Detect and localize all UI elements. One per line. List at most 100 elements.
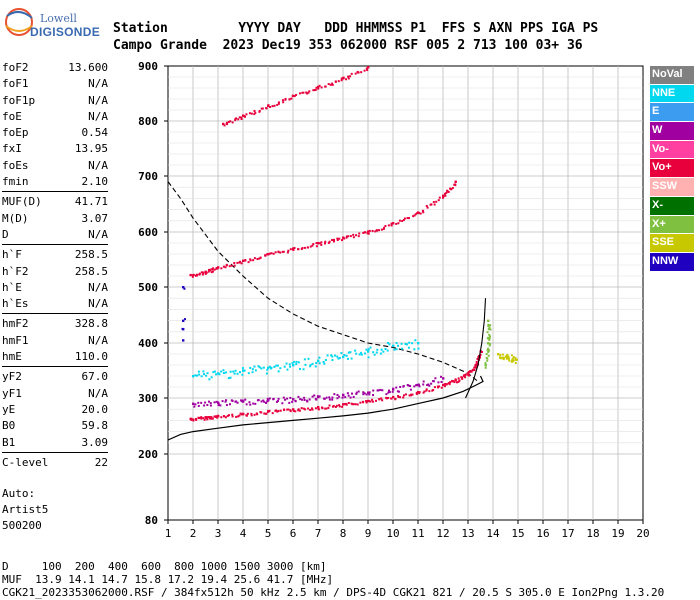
data-point-nne [217, 372, 220, 375]
param-row-fmin: fmin 2.10 [2, 174, 108, 190]
trace-point-vo [315, 245, 318, 248]
trace-point-nne [254, 369, 257, 372]
trace-point-vo [237, 118, 240, 121]
data-point-vo [292, 94, 295, 98]
trace-point-sse [510, 360, 513, 363]
param-separator [2, 191, 108, 193]
trace-point-nne [206, 372, 209, 375]
trace-point-vo [338, 404, 341, 407]
trace-point-w [391, 390, 394, 393]
param-row-foes: foEs N/A [2, 158, 108, 174]
trace-point-w [333, 393, 336, 396]
trace-point-vo [461, 376, 464, 379]
data-point-nne [367, 350, 370, 353]
trace-point-vo [314, 88, 317, 91]
trace-point-nne [400, 342, 403, 345]
trace-point-nne [297, 361, 300, 364]
trace-point-w [203, 404, 206, 407]
param-value: 22 [94, 455, 108, 469]
trace-point-nne [367, 356, 370, 359]
trace-point-vo [455, 381, 458, 384]
trace-point-w [229, 403, 232, 406]
trace-point-w [236, 401, 239, 404]
trace-point-vo [281, 250, 284, 253]
trace-point-vo [368, 229, 371, 232]
data-point-vo [267, 104, 270, 107]
trace-point-vo [475, 360, 478, 363]
trace-point-nne [408, 341, 411, 344]
trace-point-vo [445, 191, 448, 194]
trace-point-vo [332, 240, 335, 243]
trace-point-vo [437, 199, 440, 202]
trace-point-vo [432, 201, 435, 204]
trace-point-vo [412, 215, 415, 218]
trace-point-vo [364, 400, 367, 403]
trace-point-nne [343, 354, 346, 357]
trace-point-vo [382, 227, 385, 230]
trace-point-vo [398, 219, 401, 222]
param-key: foF2 [2, 61, 29, 74]
param-row-h-e: h`E N/A [2, 280, 108, 296]
trace-point-vo [390, 224, 393, 227]
trace-point-vo [253, 257, 256, 260]
param-separator [2, 244, 108, 246]
trace-point-nne [396, 344, 399, 347]
trace-point-sse [506, 353, 509, 356]
trace-point-w [266, 397, 269, 400]
param-value: 0.54 [81, 126, 109, 140]
autoscale-info: Auto: Artist5 500200 [2, 486, 48, 534]
trace-point-w [262, 399, 265, 402]
trace-point-nne [205, 374, 208, 377]
legend-item-sse: SSE [650, 234, 694, 252]
trace-point-sse [508, 359, 511, 362]
trace-point-w [379, 388, 382, 391]
data-point-vo [417, 211, 420, 214]
data-point-vo [367, 399, 370, 403]
trace-point-nne [210, 376, 213, 379]
trace-point-vo [198, 272, 201, 275]
trace-point-vo [225, 264, 228, 267]
trace-point-vo [208, 415, 211, 418]
trace-point-nne [367, 348, 370, 351]
trace-point-vo [226, 123, 229, 126]
trace-point-w [311, 395, 314, 398]
trace-point-w [294, 400, 297, 403]
trace-point-w [209, 404, 212, 407]
trace-point-w [428, 384, 431, 387]
trace-point-vo [286, 408, 289, 411]
trace-point-x [487, 325, 490, 328]
trace-point-nne [322, 361, 325, 364]
trace-point-vo [302, 407, 305, 410]
trace-point-vo [215, 415, 218, 418]
data-point-w [192, 402, 195, 405]
trace-point-w [219, 404, 222, 407]
trace-point-vo [304, 408, 307, 411]
trace-point-nne [309, 364, 312, 367]
trace-point-nne [331, 355, 334, 358]
trace-point-nne [233, 372, 236, 375]
trace-point-vo [397, 222, 400, 225]
param-value: N/A [88, 280, 108, 294]
trace-point-vo [331, 239, 334, 242]
x-tick-label: 5 [265, 527, 272, 540]
trace-point-vo [336, 237, 339, 240]
trace-point-w [352, 395, 355, 398]
trace-point-vo [245, 414, 248, 417]
trace-point-vo [432, 388, 435, 391]
trace-point-vo [276, 410, 279, 413]
data-point-vo [442, 383, 445, 387]
trace-point-w [396, 390, 399, 393]
x-tick-label: 17 [561, 527, 574, 540]
trace-point-x [488, 338, 491, 341]
trace-point-vo [207, 268, 210, 271]
trace-point-w [430, 382, 433, 385]
trace-point-w [245, 403, 248, 406]
trace-point-w [347, 394, 350, 397]
trace-point-w [409, 388, 412, 391]
param-row-b0: B0 59.8 [2, 418, 108, 434]
trace-point-vo [306, 246, 309, 249]
trace-point-w [440, 380, 443, 383]
trace-point-nne [318, 362, 321, 365]
trace-point-x [486, 331, 489, 334]
trace-point-sse [512, 359, 515, 362]
